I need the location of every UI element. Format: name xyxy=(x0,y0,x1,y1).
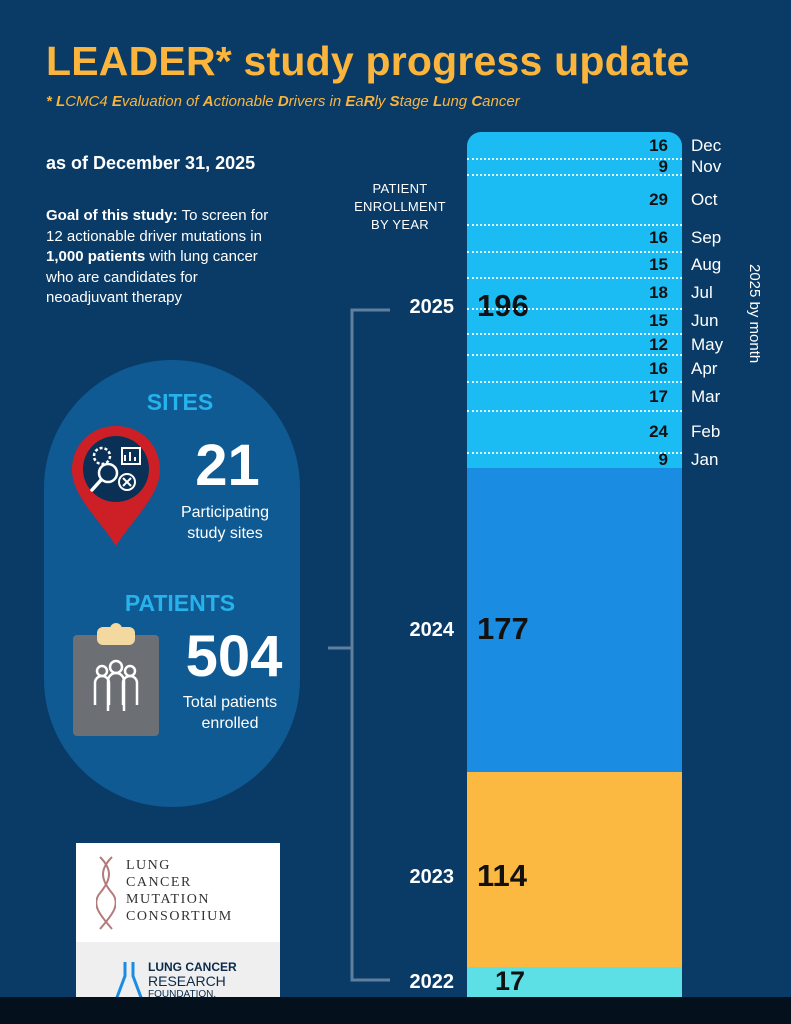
year-bracket xyxy=(328,308,390,982)
subtitle-initial: A xyxy=(202,93,214,110)
month-label-oct: Oct xyxy=(691,189,718,209)
subtitle-initial: R xyxy=(363,93,375,110)
month-divider xyxy=(467,451,682,454)
svg-text:2025 by month: 2025 by month xyxy=(746,264,760,363)
year-label-2022: 2022 xyxy=(409,971,455,993)
lcrf-word-3: FOUNDATION. xyxy=(148,989,217,1000)
subtitle-text: ung xyxy=(442,93,472,110)
lcmc-logo-text: LUNG CANCER MUTATION CONSORTIUM xyxy=(126,857,233,925)
subtitle-initial: S xyxy=(389,93,400,110)
patients-count: 504 xyxy=(185,624,283,689)
subtitle-text: ctionable xyxy=(213,93,278,110)
month-value-dec: 16 xyxy=(649,135,668,155)
subtitle-initial: E xyxy=(345,93,356,110)
subtitle-initial: * xyxy=(46,93,57,110)
month-label-jun: Jun xyxy=(691,311,719,331)
month-value-apr: 16 xyxy=(649,358,668,378)
goal-text-1: To screen for 12 actionable driver mutat… xyxy=(46,207,269,245)
lcmc-logo: LUNG CANCER MUTATION CONSORTIUM xyxy=(76,843,280,942)
subtitle-text: ly xyxy=(374,93,390,110)
month-divider xyxy=(467,307,682,310)
month-divider xyxy=(467,223,682,226)
year-value-2024: 177 xyxy=(477,611,529,646)
footer-bar xyxy=(0,997,791,1024)
month-label-jul: Jul xyxy=(691,283,713,303)
location-pin-icon xyxy=(70,424,162,548)
month-value-jan: 9 xyxy=(658,450,668,470)
subtitle-text: ancer xyxy=(482,93,520,110)
subtitle-initial: C xyxy=(471,93,483,110)
lcmc-word-3: MUTATION xyxy=(126,892,210,907)
month-divider xyxy=(467,173,682,176)
goal-text-2: with lung cancer who are candidates for … xyxy=(46,248,258,306)
subtitle-text: rivers in xyxy=(288,93,346,110)
sites-count: 21 xyxy=(195,433,260,498)
clipboard-people-icon xyxy=(73,623,159,736)
month-value-oct: 29 xyxy=(649,189,668,209)
month-value-aug: 15 xyxy=(649,254,668,274)
subtitle-initial: D xyxy=(277,93,289,110)
subtitle-text: valuation of xyxy=(121,93,203,110)
goal-label: Goal of this study: xyxy=(46,207,178,224)
month-divider xyxy=(467,158,682,161)
page-title: LEADER* study progress update xyxy=(46,38,690,84)
bar-2024 xyxy=(467,468,682,772)
month-value-may: 12 xyxy=(649,334,668,354)
year-label-2025: 2025 xyxy=(409,296,455,318)
month-divider xyxy=(467,410,682,413)
month-divider xyxy=(467,381,682,384)
as-of-date: as of December 31, 2025 xyxy=(46,153,256,173)
lcrf-word-1: LUNG CANCER xyxy=(148,960,237,974)
month-divider xyxy=(467,353,682,356)
month-label-feb: Feb xyxy=(691,422,721,441)
month-divider xyxy=(467,276,682,279)
month-divider xyxy=(467,251,682,253)
year-value-2023: 114 xyxy=(477,858,528,893)
lcmc-word-2: CANCER xyxy=(126,875,192,890)
month-label-apr: Apr xyxy=(691,358,718,378)
bar-2022 xyxy=(467,967,682,997)
month-value-sep: 16 xyxy=(649,228,668,248)
subtitle-initial: L xyxy=(56,93,66,110)
sites-label: SITES xyxy=(146,389,214,415)
patients-caption: Total patients enrolled xyxy=(182,694,278,732)
lcmc-word-4: CONSORTIUM xyxy=(126,909,233,924)
subtitle-text: tage xyxy=(399,93,433,110)
study-goal: Goal of this study: To screen for 12 act… xyxy=(46,206,271,309)
year-label-2023: 2023 xyxy=(409,866,455,888)
vertical-month-label: 2025 by month xyxy=(746,264,760,363)
lcmc-word-1: LUNG xyxy=(126,858,171,873)
month-label-mar: Mar xyxy=(691,386,721,406)
month-value-jul: 18 xyxy=(649,283,668,303)
patients-label: PATIENTS xyxy=(124,590,236,616)
dna-helix-icon xyxy=(96,856,116,930)
enrollment-label: PATIENT ENROLLMENT BY YEAR xyxy=(354,181,446,232)
month-label-jan: Jan xyxy=(691,450,719,470)
month-value-mar: 17 xyxy=(649,386,668,406)
lcrf-word-2: RESEARCH xyxy=(148,973,226,989)
lcrf-logo-text: LUNG CANCER RESEARCH FOUNDATION. xyxy=(148,960,237,1002)
month-label-sep: Sep xyxy=(691,228,722,248)
year-label-2024: 2024 xyxy=(409,619,455,641)
subtitle-initial: L xyxy=(432,93,443,110)
month-value-jun: 15 xyxy=(649,311,668,331)
page-subtitle: * LCMC4 Evaluation of Actionable Drivers… xyxy=(46,93,520,110)
subtitle-initial: E xyxy=(111,93,122,110)
month-label-dec: Dec xyxy=(691,135,722,155)
year-value-2025: 196 xyxy=(477,288,529,323)
bar-2023 xyxy=(467,772,682,967)
subtitle-text: CMC4 xyxy=(65,93,112,110)
subtitle-text: a xyxy=(355,93,364,110)
month-label-nov: Nov xyxy=(691,157,722,177)
goal-target: 1,000 patients xyxy=(46,248,146,265)
sites-caption: Participating study sites xyxy=(180,504,270,542)
month-label-aug: Aug xyxy=(691,254,722,274)
year-value-2022: 17 xyxy=(495,966,526,996)
month-label-may: May xyxy=(691,334,724,354)
month-value-nov: 9 xyxy=(658,157,668,177)
month-divider xyxy=(467,333,682,336)
month-value-feb: 24 xyxy=(649,422,668,441)
